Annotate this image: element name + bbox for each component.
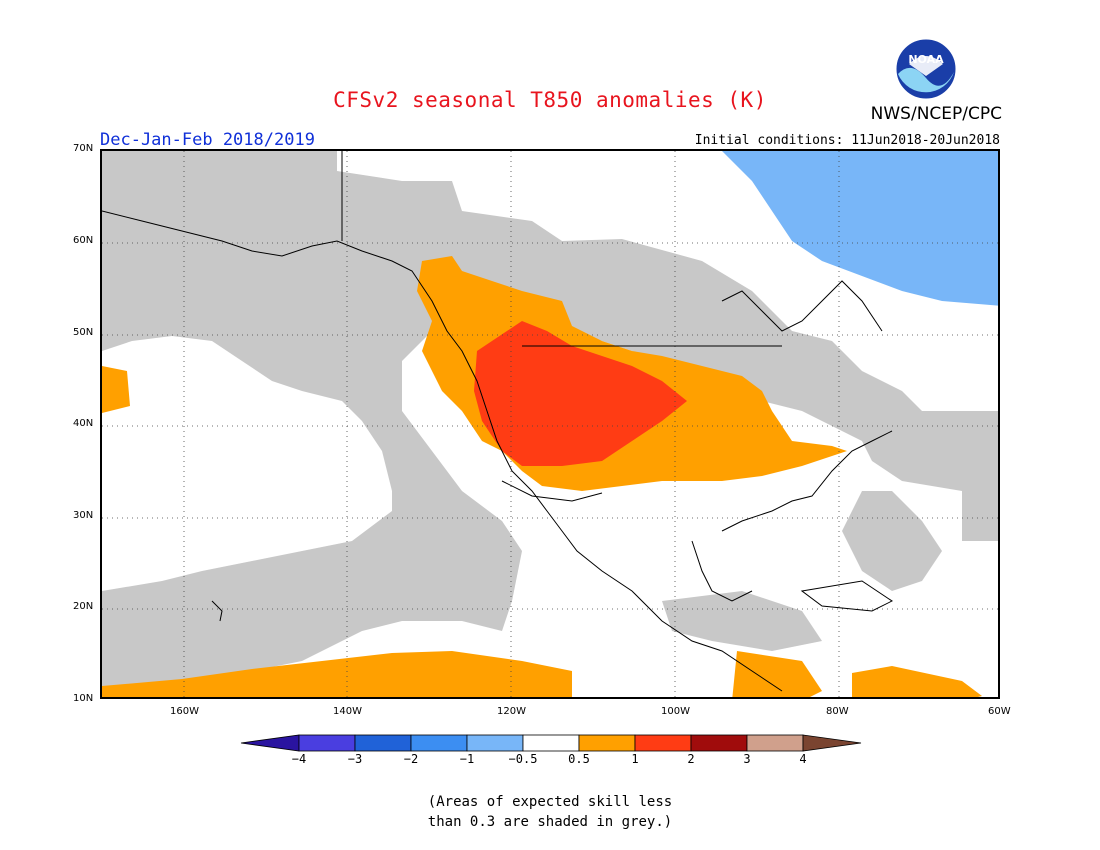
chart-title: CFSv2 seasonal T850 anomalies (K) [333, 88, 767, 112]
colorbar-segment-9 [746, 734, 804, 752]
colorbar-segment-0 [240, 734, 300, 752]
lon-label-140w: 140W [333, 706, 362, 717]
colorbar-segment-1 [298, 734, 356, 752]
cold-anomaly-region [722, 151, 998, 306]
colorbar-label: 3 [743, 752, 751, 766]
initial-conditions-label: Initial conditions: 11Jun2018-20Jun2018 [694, 133, 1000, 148]
colorbar-label: 2 [687, 752, 695, 766]
skill-note-line-1: (Areas of expected skill less [427, 794, 673, 810]
lat-label-40n: 40N [73, 418, 94, 429]
lon-label-80w: 80W [826, 706, 849, 717]
map-canvas [102, 151, 998, 697]
lat-label-20n: 20N [73, 601, 94, 612]
lat-label-10n: 10N [73, 693, 94, 704]
colorbar-segment-2 [354, 734, 412, 752]
colorbar-segment-7 [634, 734, 692, 752]
low-skill-regions [102, 151, 998, 691]
colorbar-segment-3 [410, 734, 468, 752]
colorbar [240, 734, 862, 752]
colorbar-label: −2 [403, 752, 419, 766]
lon-label-100w: 100W [661, 706, 690, 717]
colorbar-label: 4 [799, 752, 807, 766]
colorbar-label: 1 [631, 752, 639, 766]
colorbar-label: 0.5 [568, 752, 590, 766]
colorbar-label: −0.5 [508, 752, 538, 766]
graticule [102, 151, 998, 697]
skill-note-line-2: than 0.3 are shaded in grey.) [427, 814, 673, 830]
lat-label-30n: 30N [73, 510, 94, 521]
colorbar-label: −4 [291, 752, 307, 766]
lat-label-60n: 60N [73, 235, 94, 246]
coastlines [102, 151, 893, 692]
colorbar-segment-6 [578, 734, 636, 752]
svg-text:NOAA: NOAA [908, 53, 944, 66]
lon-label-160w: 160W [170, 706, 199, 717]
noaa-logo-icon: NOAA [895, 38, 957, 100]
season-label: Dec-Jan-Feb 2018/2019 [100, 130, 315, 150]
colorbar-segment-8 [690, 734, 748, 752]
colorbar-label: −1 [459, 752, 475, 766]
lon-label-120w: 120W [497, 706, 526, 717]
lon-label-60w: 60W [988, 706, 1011, 717]
colorbar-segment-10 [802, 734, 862, 752]
organization-label: NWS/NCEP/CPC [870, 104, 1002, 124]
lat-label-50n: 50N [73, 327, 94, 338]
colorbar-label: −3 [347, 752, 363, 766]
lat-label-70n: 70N [73, 143, 94, 154]
colorbar-segment-5 [522, 734, 580, 752]
anomaly-map [100, 149, 1000, 699]
warm-anomaly-red [474, 321, 687, 466]
skill-note: (Areas of expected skill less than 0.3 a… [0, 792, 1100, 832]
colorbar-segment-4 [466, 734, 524, 752]
